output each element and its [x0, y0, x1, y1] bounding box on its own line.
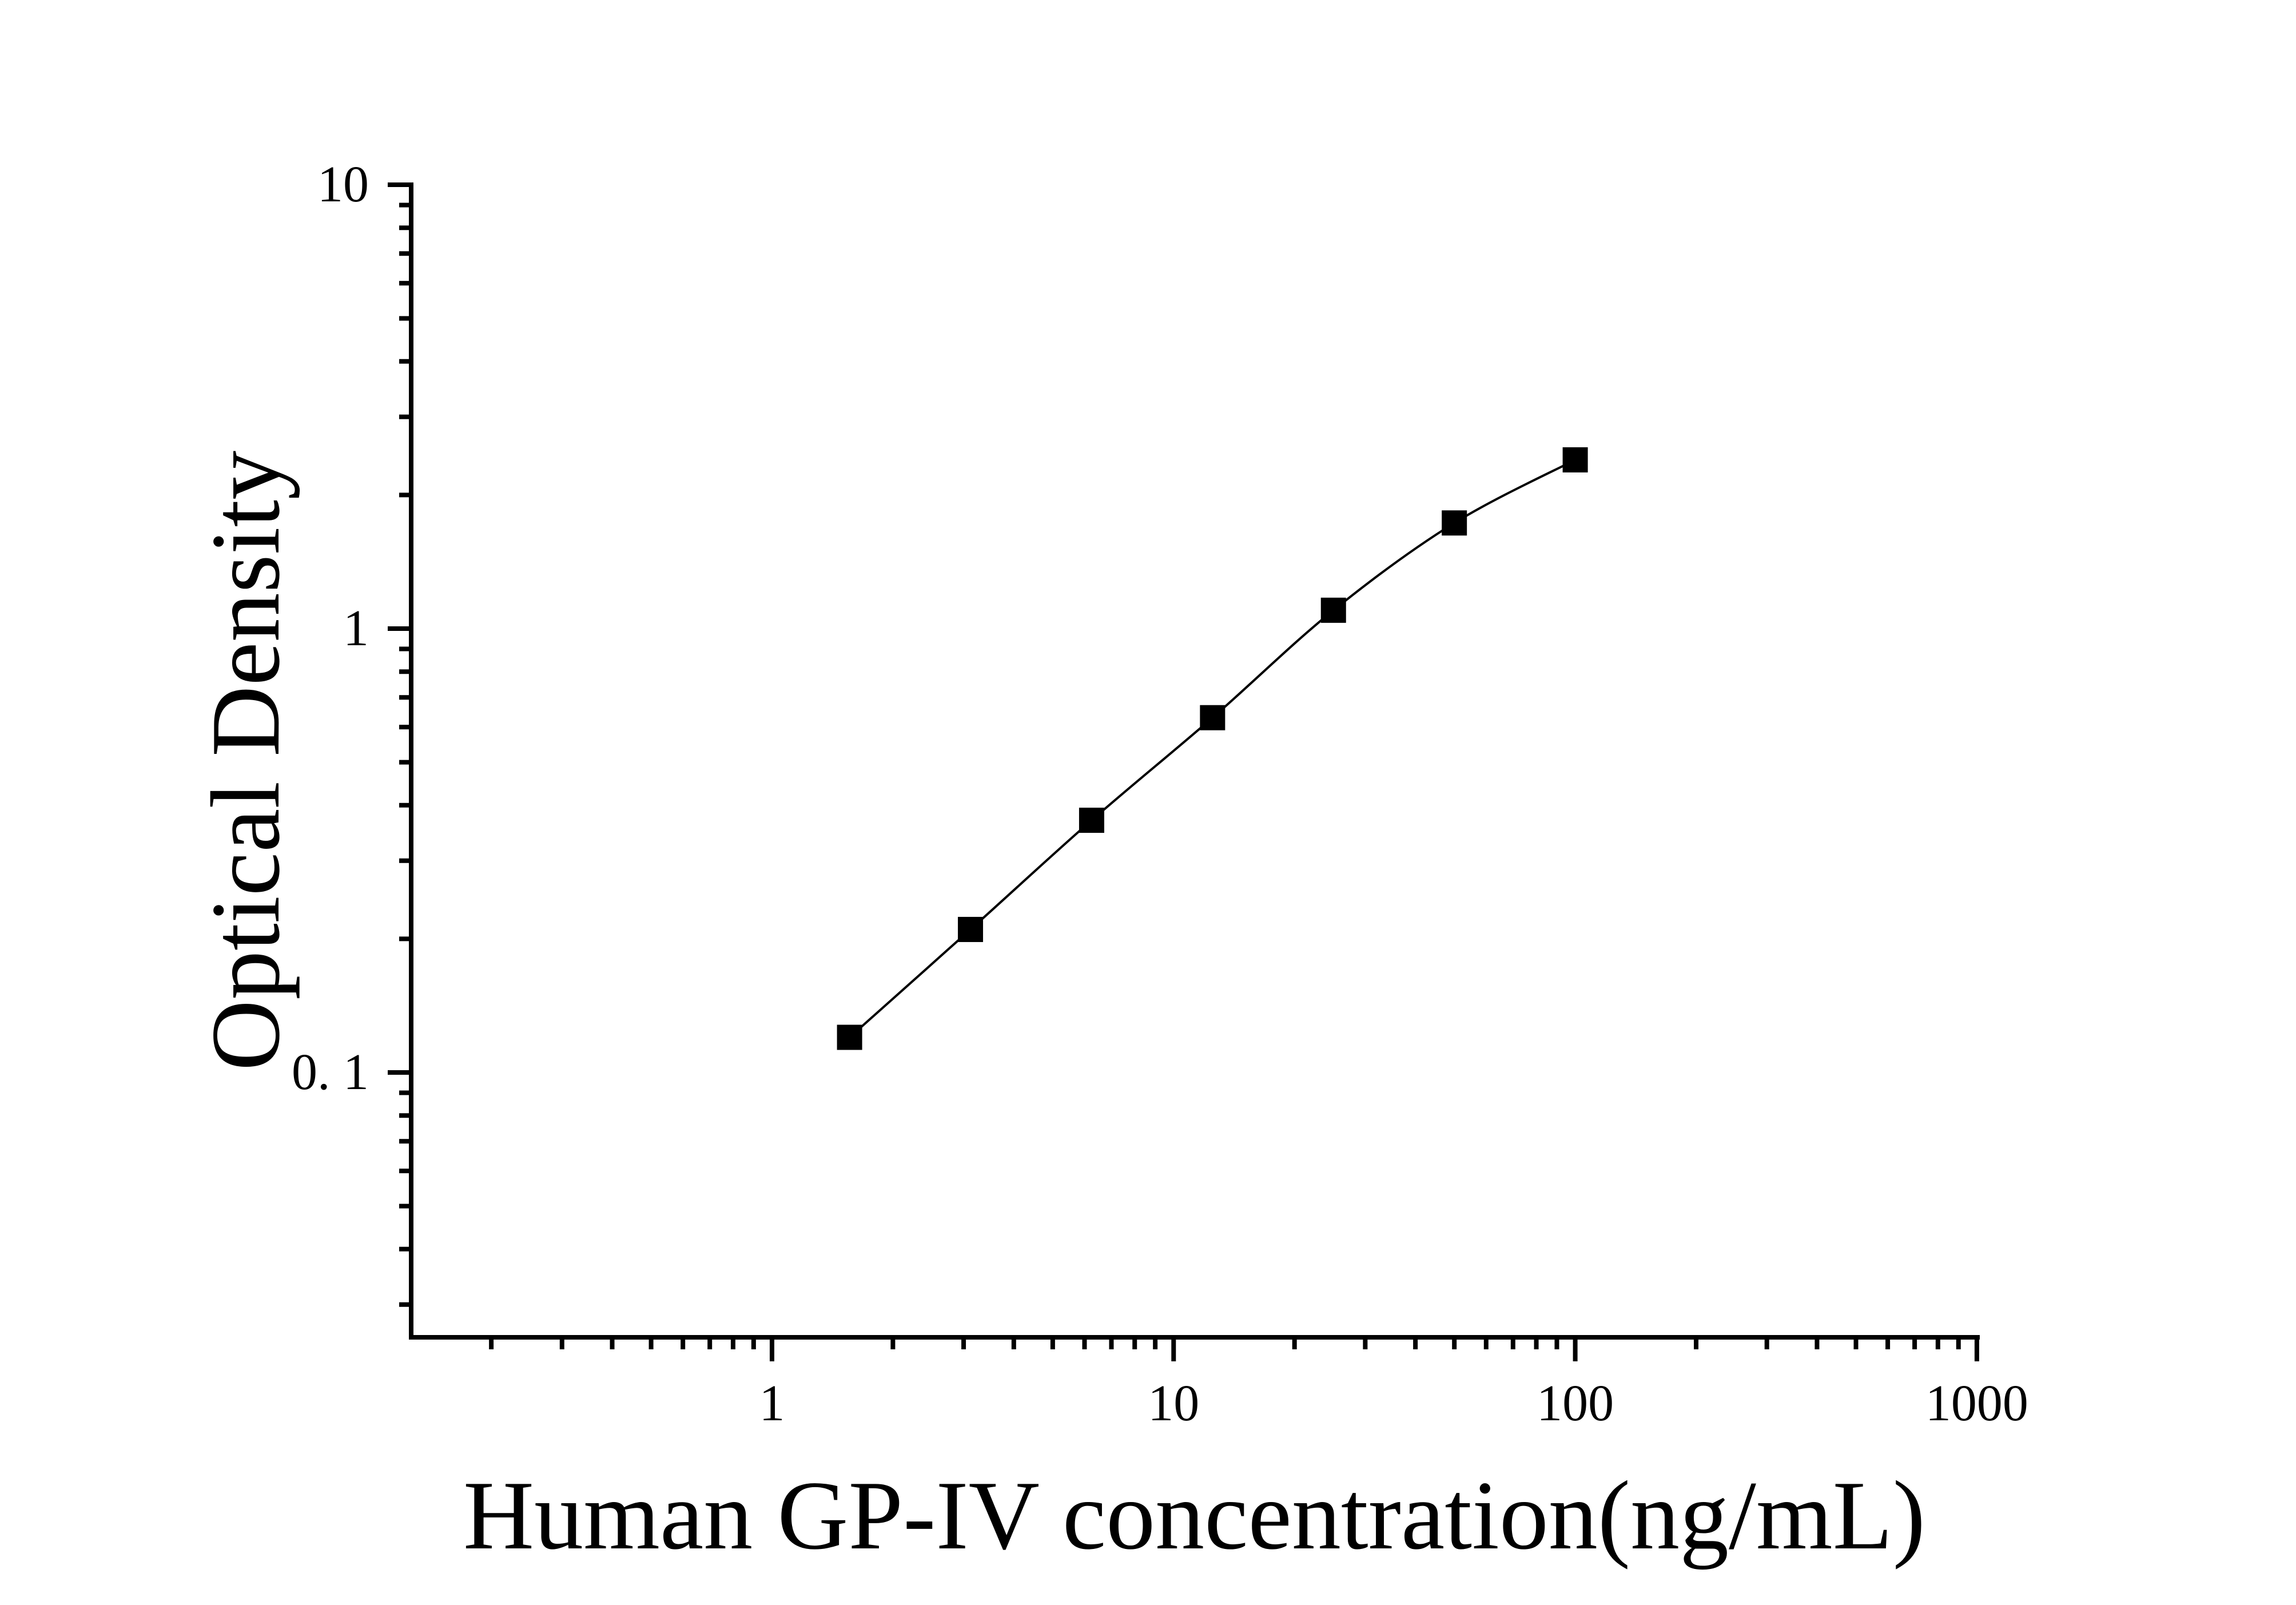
- data-point-marker: [1442, 510, 1467, 536]
- x-tick-label-1: 1: [759, 1375, 785, 1432]
- x-axis-title: Human GP-IV concentration(ng/mL): [463, 1461, 1926, 1570]
- data-point-marker: [1200, 705, 1225, 730]
- x-tick-label-100: 100: [1537, 1375, 1614, 1432]
- x-tick-label-10: 10: [1148, 1375, 1200, 1432]
- y-tick-label-0.1: 0. 1: [292, 1044, 369, 1101]
- data-point-marker: [837, 1024, 862, 1050]
- x-tick-label-1000: 1000: [1925, 1375, 2028, 1432]
- y-tick-label-10: 10: [317, 156, 369, 213]
- y-tick-label-1: 1: [343, 600, 369, 657]
- y-axis-title: Optical Density: [192, 450, 300, 1071]
- data-point-marker: [958, 916, 984, 942]
- data-point-marker: [1079, 808, 1104, 833]
- standard-curve-line: [849, 459, 1576, 1039]
- data-point-marker: [1562, 447, 1588, 472]
- data-point-marker: [1320, 597, 1346, 623]
